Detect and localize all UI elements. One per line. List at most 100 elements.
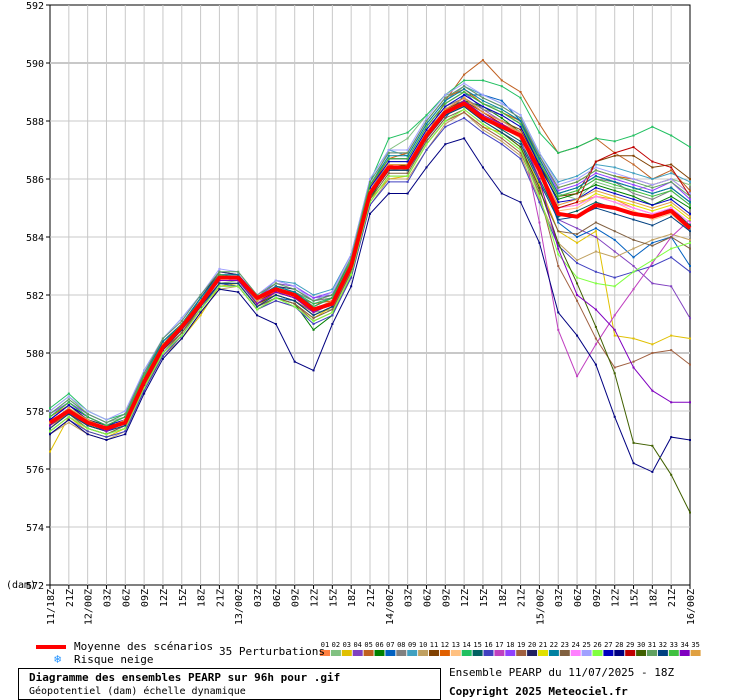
perturbation-swatch (450, 650, 461, 656)
perturbation-swatch (690, 650, 701, 656)
series-point-26 (406, 175, 409, 178)
series-point-06 (670, 195, 673, 198)
perturbation-id-label: 11 (430, 641, 438, 649)
series-point-34 (293, 296, 296, 299)
series-point-10 (651, 238, 654, 241)
series-point-25 (557, 183, 560, 186)
series-point-06 (312, 328, 315, 331)
series-point-28 (49, 433, 51, 436)
series-point-32 (594, 207, 597, 209)
series-point-02 (406, 137, 409, 140)
series-point-28 (86, 433, 89, 436)
series-point-25 (444, 93, 447, 96)
series-point-23 (594, 221, 597, 224)
series-point-14 (463, 79, 466, 82)
series-point-28 (369, 212, 371, 215)
series-point-17 (651, 262, 654, 265)
series-point-27 (519, 125, 522, 128)
series-point-16 (274, 299, 277, 302)
series-point-16 (369, 204, 371, 207)
series-point-30 (651, 444, 654, 447)
series-point-22 (481, 99, 484, 102)
series-point-23 (670, 236, 673, 238)
series-point-31 (199, 294, 202, 296)
series-point-33 (481, 102, 484, 105)
series-point-31 (86, 412, 89, 415)
series-point-28 (500, 192, 503, 195)
series-point-06 (613, 189, 616, 192)
series-point-34 (632, 366, 635, 369)
series-point-07 (632, 256, 635, 259)
series-point-31 (651, 186, 654, 189)
series-point-18 (312, 296, 315, 299)
series-point-25 (689, 192, 691, 195)
series-point-27 (594, 186, 597, 189)
series-point-15 (594, 201, 597, 204)
series-point-04 (651, 282, 654, 285)
series-point-14 (594, 137, 597, 140)
series-point-24 (632, 207, 635, 209)
x-tick-label: 12/00Z (84, 589, 95, 625)
series-point-13 (651, 218, 654, 221)
series-point-17 (538, 221, 541, 224)
x-tick-label: 21Z (215, 589, 226, 607)
series-point-30 (632, 441, 635, 444)
series-point-25 (519, 114, 522, 117)
series-point-02 (689, 183, 691, 186)
series-point-35 (519, 131, 522, 134)
series-point-26 (632, 270, 635, 273)
x-tick-label: 03Z (404, 589, 415, 607)
series-point-05 (463, 73, 466, 76)
series-point-22 (293, 291, 296, 294)
perturbation-id-label: 05 (364, 641, 372, 649)
series-point-17 (613, 314, 616, 317)
series-point-32 (538, 180, 541, 183)
series-point-21 (632, 204, 635, 207)
perturbation-id-label: 33 (670, 641, 678, 649)
series-point-19 (594, 337, 597, 340)
series-point-08 (651, 198, 654, 201)
series-point-26 (331, 311, 334, 314)
run-info: Ensemble PEARP du 11/07/2025 - 18Z (449, 666, 675, 679)
series-point-26 (689, 241, 691, 244)
series-point-10 (689, 238, 691, 241)
x-tick-label: 21Z (366, 589, 377, 607)
perturbation-swatch (559, 650, 570, 656)
series-point-31 (538, 154, 541, 157)
series-point-33 (651, 195, 654, 198)
series-point-31 (632, 180, 635, 183)
series-point-26 (670, 247, 673, 250)
series-point-25 (425, 117, 428, 120)
series-point-14 (576, 146, 579, 149)
x-tick-label: 11/18Z (46, 589, 57, 625)
series-point-35 (651, 207, 654, 209)
series-point-05 (500, 79, 503, 82)
series-point-10 (387, 178, 390, 180)
perturbation-id-label: 24 (571, 641, 579, 649)
series-point-10 (481, 128, 484, 131)
series-point-22 (519, 120, 522, 122)
series-point-31 (331, 294, 334, 296)
series-point-26 (274, 296, 277, 299)
series-point-33 (143, 375, 146, 378)
perturbations-legend-label: 35 Perturbations (219, 645, 325, 658)
series-point-27 (632, 198, 635, 201)
perturbation-id-label: 14 (462, 641, 470, 649)
series-point-14 (67, 392, 70, 395)
series-point-05 (481, 59, 484, 62)
series-point-31 (576, 180, 579, 183)
series-point-24 (651, 212, 654, 215)
series-point-34 (689, 401, 691, 404)
series-point-29 (613, 151, 616, 154)
series-point-06 (689, 207, 691, 209)
series-point-21 (651, 209, 654, 212)
series-point-16 (350, 276, 353, 279)
series-point-31 (49, 412, 51, 415)
series-point-23 (613, 230, 616, 233)
series-point-32 (256, 305, 259, 308)
series-point-27 (425, 128, 428, 131)
series-point-31 (613, 175, 616, 178)
series-point-32 (237, 282, 240, 285)
series-point-32 (124, 424, 127, 427)
x-tick-label: 06Z (422, 589, 433, 607)
